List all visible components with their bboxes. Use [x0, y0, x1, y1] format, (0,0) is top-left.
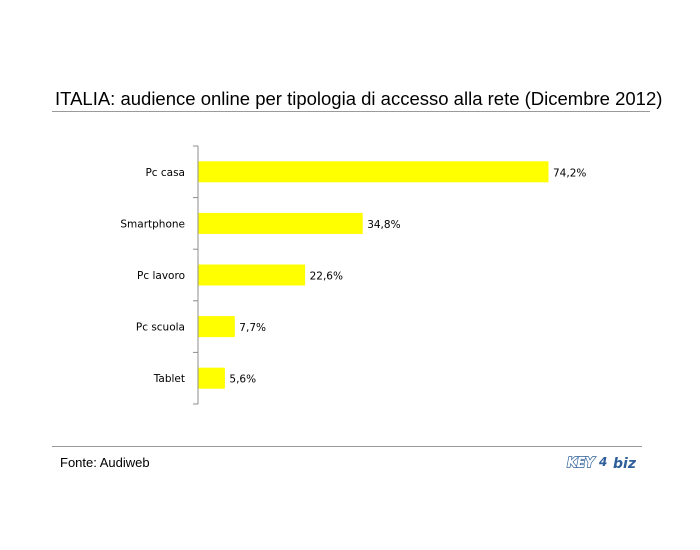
- chart-title: ITALIA: audience online per tipologia di…: [55, 88, 663, 109]
- bar-pc-casa: [198, 161, 549, 183]
- bar-tablet: [198, 367, 225, 389]
- bar-pc-scuola: [198, 316, 235, 338]
- data-label: 7,7%: [239, 322, 266, 334]
- category-label: Pc lavoro: [137, 270, 185, 282]
- category-label: Pc scuola: [136, 322, 185, 334]
- logo-key-text: KEY: [567, 456, 596, 471]
- data-label: 74,2%: [553, 167, 586, 179]
- category-label: Tablet: [153, 373, 185, 385]
- data-label: 22,6%: [310, 271, 343, 283]
- data-label: 5,6%: [229, 374, 256, 386]
- title-divider: [52, 111, 650, 112]
- category-label: Pc casa: [145, 167, 185, 179]
- logo-mark-text: 4: [598, 455, 607, 469]
- bar-smartphone: [198, 212, 363, 234]
- source-note: Fonte: Audiweb: [60, 455, 150, 470]
- logo-biz-text: biz: [613, 456, 637, 472]
- data-label: 34,8%: [367, 219, 400, 231]
- category-label: Smartphone: [120, 218, 185, 230]
- footer-divider: [52, 446, 642, 447]
- bar-pc-lavoro: [198, 264, 306, 286]
- key4biz-logo: KEY 4 biz: [566, 455, 637, 472]
